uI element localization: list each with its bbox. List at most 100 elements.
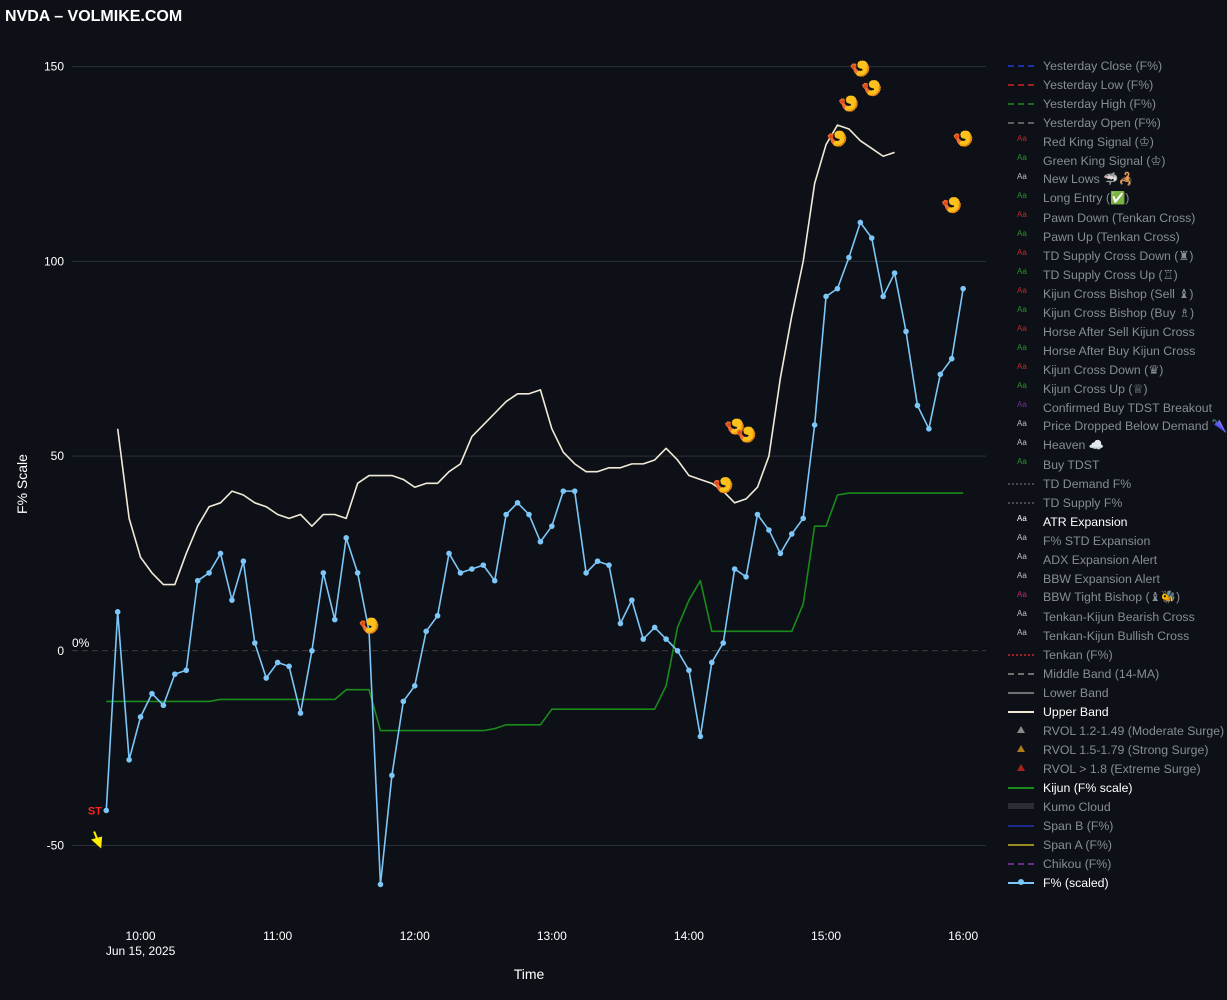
data-point xyxy=(766,527,772,533)
data-point xyxy=(514,500,521,506)
data-point xyxy=(583,570,589,576)
data-point xyxy=(960,285,966,292)
y-tick-label: 0 xyxy=(57,644,64,658)
data-point xyxy=(743,573,749,580)
legend-item[interactable]: Yesterday Low (F%) xyxy=(1006,75,1227,94)
legend-label: New Lows 🦈🦂 xyxy=(1043,172,1134,186)
legend-item[interactable]: Aa BBW Tight Bishop (♝🐝) xyxy=(1006,588,1227,607)
data-point xyxy=(389,772,395,779)
legend-item[interactable]: Aa Heaven ☁️ xyxy=(1006,436,1227,455)
legend-item[interactable]: Yesterday High (F%) xyxy=(1006,94,1227,113)
legend-label: Lower Band xyxy=(1043,685,1109,700)
legend-item[interactable]: Span B (F%) xyxy=(1006,816,1227,835)
legend-symbol-icon: Aa xyxy=(1017,362,1027,371)
legend-item[interactable]: Aa F% STD Expansion xyxy=(1006,531,1227,550)
legend-item[interactable]: Aa Tenkan-Kijun Bullish Cross xyxy=(1006,626,1227,645)
legend-label: Kijun Cross Down (♛) xyxy=(1043,362,1164,377)
legend-symbol-icon: Aa xyxy=(1017,609,1027,618)
shrimp-icon: 🍤 xyxy=(713,476,734,495)
legend-item[interactable]: Aa BBW Expansion Alert xyxy=(1006,569,1227,588)
data-point xyxy=(240,558,247,565)
legend-item[interactable]: Kumo Cloud xyxy=(1006,797,1227,816)
data-point xyxy=(194,577,201,584)
legend-item[interactable]: Aa Horse After Buy Kijun Cross xyxy=(1006,341,1227,360)
legend-item[interactable]: Span A (F%) xyxy=(1006,835,1227,854)
legend-symbol-icon: Aa xyxy=(1017,210,1027,219)
data-point xyxy=(686,667,692,674)
legend-item[interactable]: Aa Confirmed Buy TDST Breakout xyxy=(1006,398,1227,417)
legend-label: Middle Band (14-MA) xyxy=(1043,666,1160,681)
legend-label: Heaven ☁️ xyxy=(1043,438,1105,452)
legend-item[interactable]: Lower Band xyxy=(1006,683,1227,702)
data-point xyxy=(491,577,498,584)
x-tick-label: 10:00 xyxy=(126,929,156,943)
data-point xyxy=(320,570,327,576)
legend-item[interactable]: RVOL 1.2-1.49 (Moderate Surge) xyxy=(1006,721,1227,740)
legend-item[interactable]: Aa Green King Signal (♔) xyxy=(1006,151,1227,170)
legend-label: Kijun Cross Up (♕) xyxy=(1043,381,1148,396)
data-point xyxy=(937,371,944,378)
legend-symbol-icon: Aa xyxy=(1017,400,1027,409)
legend-item[interactable]: Aa Price Dropped Below Demand 🌂 xyxy=(1006,417,1227,436)
legend-symbol-icon: Aa xyxy=(1017,552,1027,561)
legend-item[interactable]: Aa Buy TDST xyxy=(1006,455,1227,474)
data-point xyxy=(297,710,304,716)
legend-item[interactable]: RVOL 1.5-1.79 (Strong Surge) xyxy=(1006,740,1227,759)
data-point xyxy=(788,531,795,537)
legend-item[interactable]: Yesterday Open (F%) xyxy=(1006,113,1227,132)
legend-item[interactable]: Aa Horse After Sell Kijun Cross xyxy=(1006,322,1227,341)
legend-item[interactable]: Aa ATR Expansion xyxy=(1006,512,1227,531)
data-point xyxy=(366,628,372,635)
legend-item[interactable]: Aa Kijun Cross Down (♛) xyxy=(1006,360,1227,379)
legend-symbol-icon: Aa xyxy=(1017,248,1027,257)
shrimp-icon: 🍤 xyxy=(358,616,379,635)
legend-label: TD Supply Cross Up (♖) xyxy=(1043,267,1178,282)
legend-symbol-icon: Aa xyxy=(1017,286,1027,295)
legend-item[interactable]: Aa Red King Signal (♔) xyxy=(1006,132,1227,151)
data-point xyxy=(868,235,875,241)
legend-item[interactable]: Chikou (F%) xyxy=(1006,854,1227,873)
legend-item[interactable]: Aa Kijun Cross Up (♕) xyxy=(1006,379,1227,398)
y-tick-label: 150 xyxy=(44,60,64,74)
data-point xyxy=(663,636,669,642)
legend-symbol-icon: Aa xyxy=(1017,172,1027,181)
shrimp-icon: 🍤 xyxy=(941,196,962,215)
data-point xyxy=(948,355,955,362)
legend-item[interactable]: Aa Tenkan-Kijun Bearish Cross xyxy=(1006,607,1227,626)
shrimp-icon: 🍤 xyxy=(724,418,745,437)
legend-item[interactable]: Aa New Lows 🦈🦂 xyxy=(1006,170,1227,189)
legend-item[interactable]: Aa TD Supply Cross Down (♜) xyxy=(1006,246,1227,265)
legend-label: BBW Tight Bishop (♝🐝) xyxy=(1043,590,1181,604)
legend-item[interactable]: F% (scaled) xyxy=(1006,873,1227,892)
legend-item[interactable]: Aa Kijun Cross Bishop (Sell ♝) xyxy=(1006,284,1227,303)
legend-item[interactable]: Aa Long Entry (✅) xyxy=(1006,189,1227,208)
legend-symbol-icon xyxy=(1006,740,1036,759)
legend-item[interactable]: Aa ADX Expansion Alert xyxy=(1006,550,1227,569)
data-point xyxy=(857,219,864,226)
legend-item[interactable]: TD Supply F% xyxy=(1006,493,1227,512)
x-axis-label: Time xyxy=(514,966,545,982)
legend-item[interactable]: Aa Pawn Down (Tenkan Cross) xyxy=(1006,208,1227,227)
data-point xyxy=(629,597,635,603)
legend-item[interactable]: RVOL > 1.8 (Extreme Surge) xyxy=(1006,759,1227,778)
legend-symbol-icon xyxy=(1006,854,1036,873)
legend-item[interactable]: Middle Band (14-MA) xyxy=(1006,664,1227,683)
data-point xyxy=(537,538,544,545)
legend-symbol-icon: Aa xyxy=(1017,134,1027,143)
legend-item[interactable]: Upper Band xyxy=(1006,702,1227,721)
legend-item[interactable]: Yesterday Close (F%) xyxy=(1006,56,1227,75)
legend-item[interactable]: TD Demand F% xyxy=(1006,474,1227,493)
legend-item[interactable]: Tenkan (F%) xyxy=(1006,645,1227,664)
legend-item[interactable]: Aa Kijun Cross Bishop (Buy ♗) xyxy=(1006,303,1227,322)
shrimp-icon: 🍤 xyxy=(861,79,882,98)
y-tick-label: -50 xyxy=(47,838,65,852)
chart-title: NVDA – VOLMIKE.COM xyxy=(5,8,183,25)
data-point xyxy=(172,671,178,677)
legend-label: Kijun (F% scale) xyxy=(1043,780,1133,795)
data-point xyxy=(846,254,852,261)
legend-item[interactable]: Aa TD Supply Cross Up (♖) xyxy=(1006,265,1227,284)
legend-label: TD Supply F% xyxy=(1043,495,1123,510)
legend-item[interactable]: Kijun (F% scale) xyxy=(1006,778,1227,797)
legend-item[interactable]: Aa Pawn Up (Tenkan Cross) xyxy=(1006,227,1227,246)
